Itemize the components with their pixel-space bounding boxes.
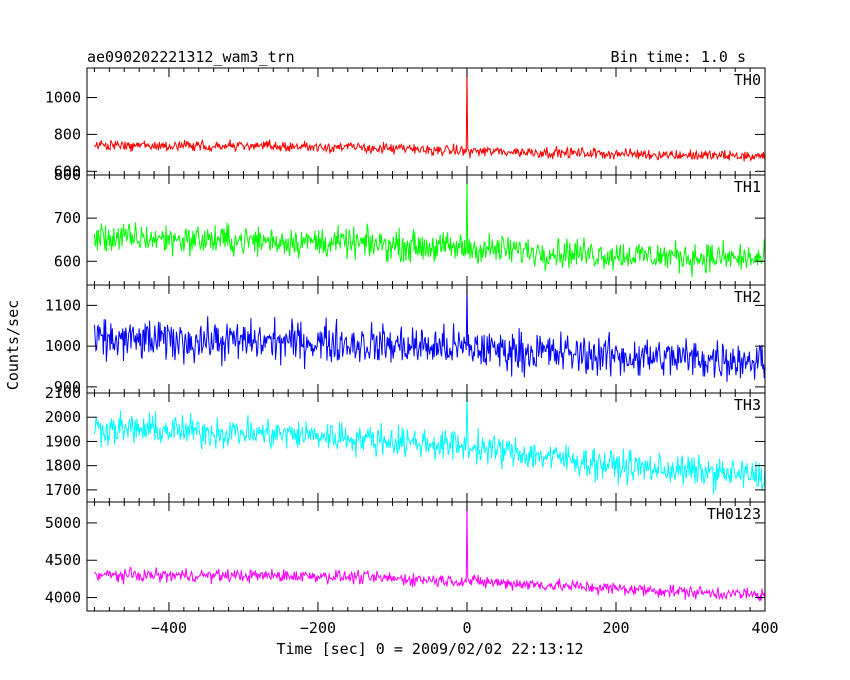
panel-name-label: TH1 [734, 178, 761, 196]
panel-frame [86, 67, 766, 176]
y-tick-label: 2000 [45, 408, 81, 426]
y-tick-label: 1800 [45, 457, 81, 475]
bin-time-label: Bin time: 1.0 s [611, 48, 746, 66]
y-tick-label: 5000 [45, 514, 81, 532]
y-axis-label: Counts/sec [4, 300, 22, 390]
series-line-th3 [93, 392, 766, 495]
y-tick-label: 2100 [45, 384, 81, 402]
x-tick-label: 0 [462, 619, 471, 637]
panels-group: TH01000800600TH1800700600TH211001000900T… [45, 67, 779, 637]
x-tick-label: 200 [602, 619, 629, 637]
y-tick-label: 600 [54, 252, 81, 270]
panel-name-label: TH2 [734, 288, 761, 306]
y-tick-label: 800 [54, 125, 81, 143]
y-tick-label: 600 [54, 162, 81, 180]
series-line-th0 [94, 67, 766, 162]
series-line-th1 [93, 174, 766, 278]
panel-frame [86, 174, 766, 286]
x-axis-label: Time [sec] 0 = 2009/02/02 22:13:12 [276, 640, 583, 658]
panel-th0123: TH0123 5000 4500 4000 [45, 501, 766, 612]
y-tick-label: 4500 [45, 551, 81, 569]
y-tick-label: 1000 [45, 89, 81, 107]
panel-th0: TH0 1000 800 600 [45, 67, 766, 180]
y-tick-label: 700 [54, 209, 81, 227]
y-tick-label: 4000 [45, 589, 81, 607]
panel-name-label: TH0 [734, 71, 761, 89]
y-tick-label: 1900 [45, 432, 81, 450]
panel-frame [86, 501, 766, 612]
panel-th1: TH1 800 700 600 [54, 166, 766, 286]
y-tick-label: 1700 [45, 481, 81, 499]
panel-name-label: TH0123 [707, 505, 761, 523]
y-tick-label: 1100 [45, 296, 81, 314]
panel-th2: TH2 1100 1000 900 [45, 284, 766, 396]
y-tick-label: 1000 [45, 337, 81, 355]
panel-th3: TH3 2100 2000 1900 1800 1700 [45, 384, 766, 503]
y-tick-label: 800 [54, 166, 81, 184]
y-tick-label: 900 [54, 378, 81, 396]
x-tick-label: −400 [151, 619, 187, 637]
series-line-th0123 [94, 501, 766, 602]
chart-title: ae090202221312_wam3_trn [87, 48, 295, 66]
x-tick-label: −200 [300, 619, 336, 637]
x-tick-label: 400 [751, 619, 778, 637]
panel-name-label: TH3 [734, 396, 761, 414]
series-line-th2 [93, 284, 766, 382]
